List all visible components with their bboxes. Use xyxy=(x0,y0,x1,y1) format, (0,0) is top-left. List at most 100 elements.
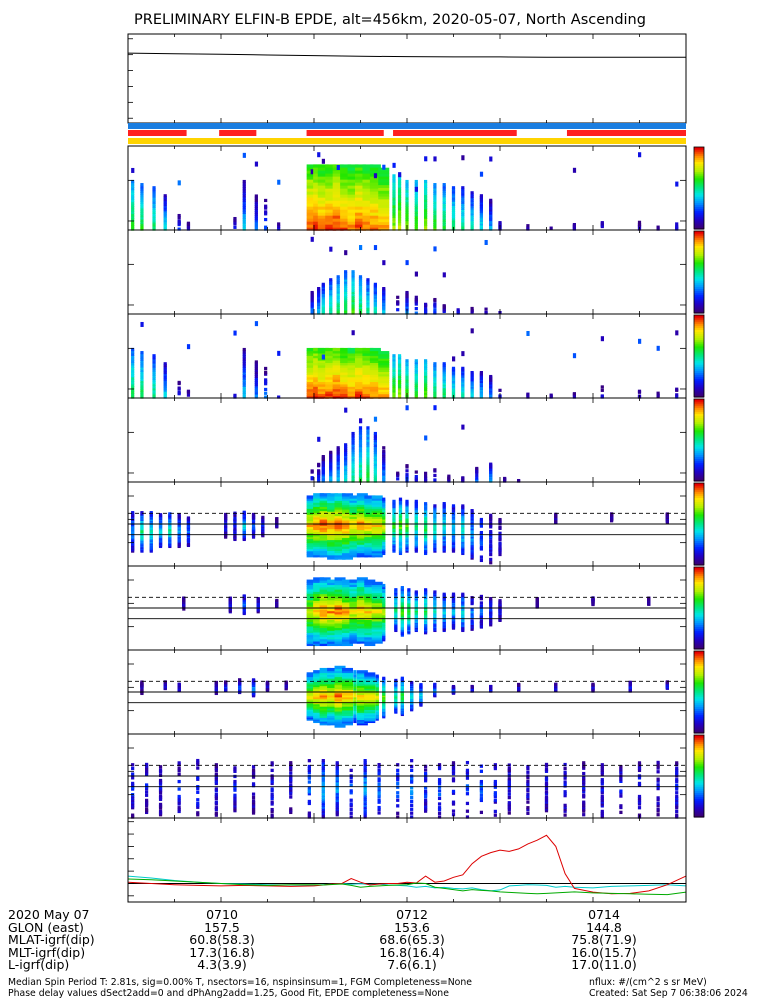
spec-pixel xyxy=(392,389,396,393)
spec-pixel xyxy=(397,370,402,374)
spec-pixel xyxy=(340,206,352,210)
spec-pixel xyxy=(351,280,355,284)
pa-pixel xyxy=(489,601,493,605)
spec-pixel xyxy=(470,216,474,220)
spec-pixel xyxy=(325,393,337,397)
spec-pixel xyxy=(382,456,386,460)
pa-pixel xyxy=(382,514,386,518)
spec-pixel xyxy=(317,206,329,210)
pa-pixel xyxy=(319,620,331,624)
pa-pixel xyxy=(382,626,386,631)
pa-pixel xyxy=(356,709,368,713)
spec-pixel xyxy=(433,377,437,382)
pa-pixel xyxy=(327,521,339,525)
pa-pixel xyxy=(306,523,318,528)
pa-pixel xyxy=(433,590,437,594)
pa-pixel xyxy=(313,678,325,682)
spec-pixel xyxy=(336,470,340,474)
pa-pixel xyxy=(341,541,353,545)
pa-pixel xyxy=(398,520,403,524)
pa-pixel xyxy=(371,554,383,558)
spec-pixel xyxy=(442,391,446,396)
pa-pixel xyxy=(405,539,409,543)
pa-pixel xyxy=(349,499,361,503)
spec-pixel xyxy=(433,207,437,211)
spec-pixel xyxy=(358,294,363,298)
spec-pixel xyxy=(186,224,191,228)
spec-pixel xyxy=(433,473,437,478)
spec-pixel xyxy=(317,176,329,180)
spec-pixel xyxy=(152,190,156,194)
pa-pixel xyxy=(424,534,428,538)
pa-pixel xyxy=(319,722,331,726)
pa-pixel xyxy=(327,718,339,722)
spec-pixel xyxy=(600,221,604,225)
pa-pixel xyxy=(371,620,383,624)
spec-pixel xyxy=(254,215,258,219)
pa-pixel xyxy=(319,535,331,539)
pa-pixel xyxy=(319,579,331,583)
spec-pixel xyxy=(373,441,377,445)
spec-pixel xyxy=(332,206,344,210)
spec-pixel xyxy=(433,198,437,202)
spec-pixel xyxy=(347,350,359,354)
spec-pixel xyxy=(163,383,167,387)
spec-pixel xyxy=(152,202,156,206)
spec-pixel xyxy=(366,464,370,468)
pa-pixel xyxy=(414,513,418,517)
spec-pixel xyxy=(378,391,390,395)
pa-pixel xyxy=(313,642,325,647)
spec-pixel xyxy=(340,170,352,174)
spec-pixel xyxy=(405,198,409,203)
spec-pixel xyxy=(163,381,167,385)
spec-pixel xyxy=(414,191,418,196)
pa-pixel xyxy=(334,671,346,676)
spec-pixel xyxy=(358,426,363,430)
pa-pixel xyxy=(382,585,386,590)
spec-pixel xyxy=(131,213,135,217)
spec-pixel xyxy=(442,367,446,371)
spec-pixel xyxy=(242,390,246,394)
colorbar-cell xyxy=(694,157,704,160)
spec-pixel xyxy=(382,449,386,453)
spec-pixel xyxy=(355,224,366,228)
spec-pixel xyxy=(131,220,135,224)
pa-pixel xyxy=(356,516,368,520)
pa-pixel xyxy=(356,716,368,720)
colorbar-cell xyxy=(694,249,704,253)
spec-pixel xyxy=(152,387,156,391)
spec-pixel xyxy=(332,173,344,177)
pa-pixel xyxy=(313,514,325,518)
pa-pixel xyxy=(364,640,376,644)
spec-pixel xyxy=(392,207,396,211)
colorbar-cell xyxy=(694,511,704,515)
pa-pixel xyxy=(356,507,368,512)
pa-pixel xyxy=(364,545,376,550)
spec-pixel xyxy=(366,426,370,430)
pa-pixel xyxy=(356,612,368,616)
pa-pixel xyxy=(341,677,353,681)
spec-pixel xyxy=(442,374,446,378)
pa-pixel xyxy=(334,499,346,504)
pa-pixel xyxy=(306,503,318,507)
pa-pixel xyxy=(327,623,339,627)
colorbar-cell xyxy=(694,317,704,320)
spec-pixel xyxy=(373,439,377,443)
pa-pixel xyxy=(327,538,339,543)
pa-pixel xyxy=(394,588,398,592)
pa-pixel xyxy=(364,513,376,517)
pa-pixel xyxy=(319,681,331,685)
pa-pixel xyxy=(319,710,331,715)
pa-pixel xyxy=(334,497,346,501)
spec-pixel xyxy=(362,390,374,394)
pa-pixel xyxy=(341,534,353,538)
pa-pixel xyxy=(371,515,383,519)
pa-pixel xyxy=(364,618,376,623)
pa-pixel xyxy=(327,552,339,556)
colorbar-cell xyxy=(694,493,704,496)
spec-pixel xyxy=(392,179,396,183)
pa-pixel xyxy=(319,613,331,617)
spec-pixel xyxy=(656,225,660,229)
pa-pixel xyxy=(405,504,409,509)
pa-pixel xyxy=(313,626,325,631)
